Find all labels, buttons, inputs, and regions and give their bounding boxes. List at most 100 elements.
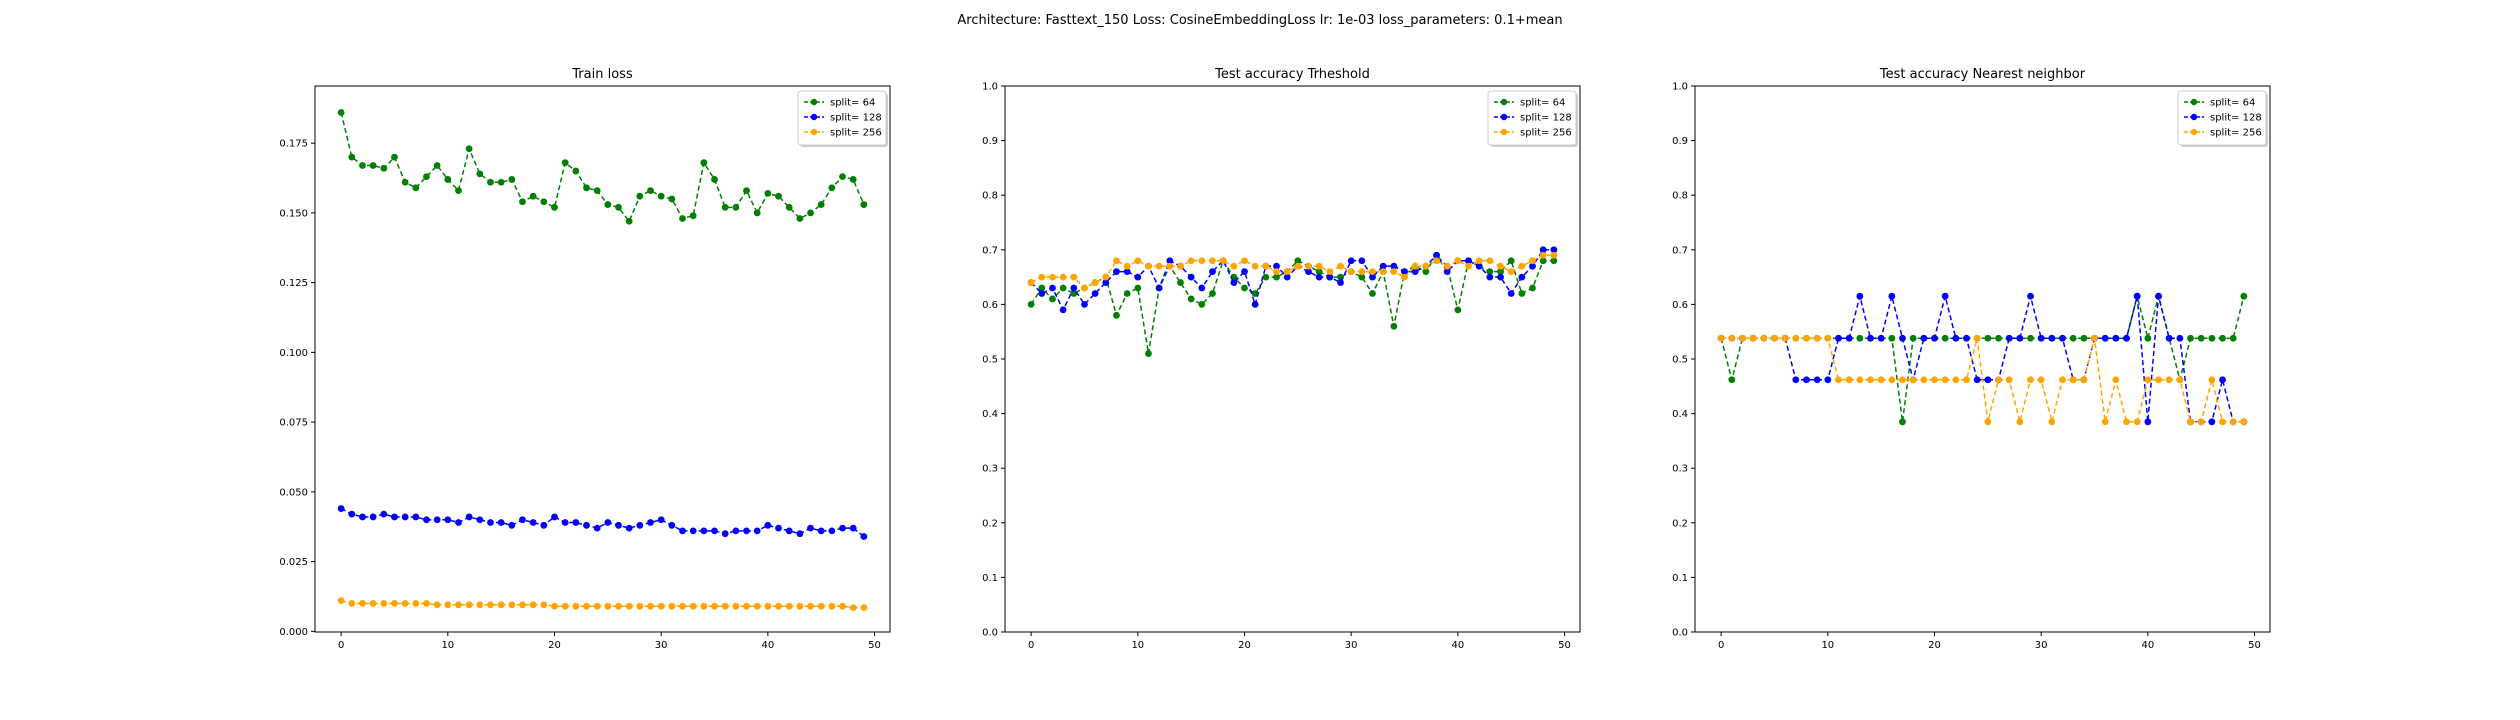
- data-point: [593, 524, 601, 532]
- data-point: [647, 187, 654, 194]
- x-tick-label: 0: [1028, 640, 1034, 651]
- y-tick-label: 0.2: [1672, 518, 1688, 529]
- data-point: [1899, 334, 1906, 342]
- y-tick-label: 0.1: [1672, 573, 1688, 584]
- x-tick-label: 30: [2035, 640, 2048, 651]
- data-point: [1049, 295, 1056, 303]
- data-point: [1539, 257, 1547, 265]
- data-point: [369, 600, 377, 607]
- data-point: [775, 524, 782, 532]
- data-point: [1433, 257, 1440, 265]
- data-point: [2144, 376, 2152, 384]
- legend-label: split= 256: [830, 128, 882, 139]
- data-point: [2176, 376, 2184, 384]
- data-point: [337, 597, 345, 605]
- data-point: [1909, 376, 1917, 384]
- y-tick-label: 0.4: [1672, 409, 1688, 420]
- data-point: [764, 521, 772, 529]
- data-point: [1081, 301, 1088, 308]
- y-tick-label: 0.050: [279, 487, 308, 498]
- data-point: [711, 602, 718, 610]
- data-point: [583, 521, 590, 529]
- data-point: [1379, 262, 1387, 270]
- data-point: [860, 201, 868, 208]
- data-point: [1888, 376, 1896, 384]
- data-point: [732, 527, 740, 535]
- data-point: [1347, 257, 1355, 265]
- data-point: [1187, 257, 1195, 265]
- data-point: [593, 602, 601, 610]
- data-point: [668, 195, 676, 203]
- data-point: [1358, 268, 1366, 276]
- data-point: [412, 513, 420, 521]
- data-point: [1952, 376, 1960, 384]
- data-point: [1390, 268, 1398, 276]
- data-point: [839, 602, 846, 610]
- data-point: [1422, 262, 1430, 270]
- data-point: [2027, 292, 2034, 300]
- data-point: [721, 602, 729, 610]
- data-point: [721, 203, 729, 211]
- data-point: [2219, 334, 2226, 342]
- data-point: [2016, 418, 2024, 426]
- data-point: [1518, 290, 1526, 297]
- data-point: [700, 527, 708, 535]
- data-point: [1059, 306, 1067, 314]
- data-point: [1305, 268, 1312, 276]
- data-point: [348, 510, 356, 518]
- data-point: [1824, 376, 1832, 384]
- data-point: [2197, 418, 2205, 426]
- data-point: [401, 513, 409, 521]
- data-point: [615, 602, 622, 610]
- data-point: [1038, 284, 1046, 292]
- data-point: [1315, 268, 1323, 276]
- data-point: [2059, 376, 2066, 384]
- data-point: [1187, 295, 1195, 303]
- series-line: [1721, 296, 2244, 423]
- y-tick-label: 1.0: [1672, 82, 1688, 93]
- data-point: [487, 178, 494, 186]
- data-point: [849, 524, 857, 532]
- data-point: [689, 602, 697, 610]
- data-point: [1241, 268, 1248, 276]
- y-tick-label: 0.0: [1672, 628, 1688, 639]
- data-point: [497, 519, 505, 526]
- data-point: [1113, 311, 1120, 319]
- x-tick-label: 30: [1345, 640, 1358, 651]
- data-point: [359, 600, 366, 607]
- data-point: [540, 521, 548, 529]
- data-point: [2069, 376, 2077, 384]
- data-point: [1813, 376, 1821, 384]
- data-point: [2229, 334, 2237, 342]
- legend-label: split= 128: [1520, 113, 1572, 124]
- data-point: [647, 602, 654, 610]
- data-point: [1251, 301, 1259, 308]
- data-point: [860, 533, 868, 540]
- series-line: [1030, 249, 1554, 312]
- data-point: [561, 602, 569, 610]
- data-point: [1486, 268, 1494, 276]
- data-point: [1454, 306, 1462, 314]
- data-point: [1251, 290, 1259, 297]
- data-point: [1497, 268, 1504, 276]
- data-point: [1198, 284, 1206, 292]
- data-point: [2037, 376, 2045, 384]
- data-point: [1027, 279, 1035, 286]
- x-tick-label: 20: [548, 640, 561, 651]
- data-point: [519, 198, 526, 206]
- data-point: [1123, 268, 1131, 276]
- data-point: [828, 602, 836, 610]
- data-point: [817, 527, 825, 535]
- data-point: [849, 604, 857, 611]
- x-tick-label: 50: [868, 640, 881, 651]
- y-tick-label: 0.7: [1672, 245, 1688, 256]
- data-point: [1835, 334, 1842, 342]
- data-point: [1443, 262, 1451, 270]
- data-point: [1166, 257, 1174, 265]
- data-point: [2080, 376, 2088, 384]
- y-tick-label: 0.4: [982, 409, 998, 420]
- data-point: [604, 602, 612, 610]
- data-point: [2101, 334, 2109, 342]
- data-point: [1529, 257, 1536, 265]
